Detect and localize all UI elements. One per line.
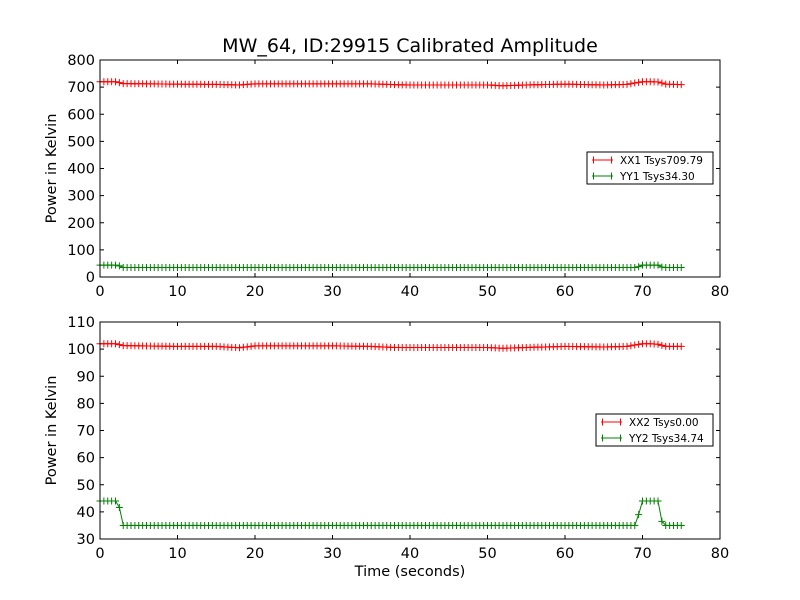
plus-marker (631, 79, 639, 87)
series-xx2 (96, 340, 685, 352)
plus-marker (654, 261, 662, 269)
plus-marker (623, 80, 631, 88)
legend-label: XX1 Tsys709.79 (620, 155, 703, 167)
legend-frame (586, 151, 714, 185)
x-tick-label: 0 (95, 546, 104, 562)
legend-marker (602, 434, 621, 442)
y-tick-label: 50 (77, 478, 95, 494)
figure-title: MW_64, ID:29915 Calibrated Amplitude (222, 35, 598, 57)
y-tick-label: 40 (77, 505, 95, 521)
series-yy2 (96, 497, 685, 529)
y-tick-label: 0 (86, 270, 95, 286)
series-yy1 (96, 261, 685, 272)
plus-marker (115, 341, 123, 349)
legend: XX2 Tsys0.00 YY2 Tsys34.74 (595, 413, 714, 447)
y-tick-label: 100 (67, 342, 95, 358)
plus-marker (654, 340, 662, 348)
plus-marker (677, 81, 685, 89)
y-tick-label: 60 (77, 451, 95, 467)
y-tick-label: 70 (77, 424, 95, 440)
x-tick-label: 70 (633, 546, 651, 562)
y-axis-label: Power in Kelvin (44, 376, 60, 486)
x-tick-label: 60 (556, 284, 574, 300)
plus-marker (658, 341, 666, 349)
x-tick-label: 30 (323, 284, 341, 300)
plus-marker (115, 504, 123, 512)
y-tick-label: 90 (77, 369, 95, 385)
y-tick-label: 30 (77, 532, 95, 548)
plus-marker (635, 78, 643, 86)
x-tick-label: 20 (246, 284, 264, 300)
y-tick-label: 400 (67, 162, 95, 178)
legend-label: YY2 Tsys34.74 (628, 433, 704, 445)
plus-marker (631, 521, 639, 529)
plus-marker (658, 79, 666, 87)
x-tick-label: 0 (95, 284, 104, 300)
plus-marker (677, 264, 685, 272)
plus-marker (627, 80, 635, 88)
y-tick-label: 600 (67, 107, 95, 123)
plus-marker (115, 79, 123, 87)
legend-marker (593, 172, 612, 180)
plus-marker (635, 263, 643, 271)
x-tick-label: 10 (168, 284, 186, 300)
plus-marker (658, 517, 666, 525)
plus-marker (635, 340, 643, 348)
x-tick-label: 40 (401, 546, 419, 562)
legend-label: YY1 Tsys34.30 (619, 171, 695, 183)
top-subplot: 0 10 20 30 40 50 60 70 8001002003004005006007008… (44, 53, 729, 300)
legend-marker (593, 156, 612, 164)
y-tick-label: 700 (67, 80, 95, 96)
plus-marker (677, 342, 685, 350)
plus-marker (631, 341, 639, 349)
y-tick-label: 200 (67, 216, 95, 232)
plus-marker (627, 342, 635, 350)
plus-marker (115, 262, 123, 270)
bottom-subplot: 0 10 20 30 40 50 60 70 80 30 40 50 60 70 80 90 100 110 Pow… (44, 315, 729, 580)
plus-marker (631, 264, 639, 272)
plus-marker (635, 511, 643, 519)
y-tick-label: 800 (67, 53, 95, 69)
x-tick-label: 60 (556, 546, 574, 562)
x-tick-label: 20 (246, 546, 264, 562)
y-tick-label: 300 (67, 189, 95, 205)
plus-marker (112, 261, 119, 269)
x-tick-label: 30 (323, 546, 341, 562)
x-tick-label: 50 (478, 284, 496, 300)
plus-marker (677, 521, 685, 529)
plus-marker (112, 78, 119, 86)
series-line (100, 500, 682, 526)
plus-marker (654, 497, 662, 505)
x-tick-label: 80 (711, 546, 729, 562)
x-tick-label: 40 (401, 284, 419, 300)
x-axis-label: Time (seconds) (354, 564, 466, 580)
legend: XX1 Tsys709.79 YY1 Tsys34.30 (586, 151, 714, 185)
legend-label: XX2 Tsys0.00 (629, 417, 699, 429)
y-tick-label: 110 (67, 315, 95, 331)
legend-frame (595, 413, 714, 447)
y-tick-label: 80 (77, 396, 95, 412)
series-xx1 (96, 78, 685, 90)
x-tick-label: 10 (168, 546, 186, 562)
plus-marker (623, 342, 631, 350)
x-tick-label: 80 (711, 284, 729, 300)
plus-marker (654, 78, 662, 86)
y-axis-label: Power in Kelvin (44, 114, 60, 224)
y-tick-label: 100 (67, 243, 95, 259)
plus-marker (112, 497, 119, 505)
legend-marker (602, 418, 621, 426)
x-tick-label: 50 (478, 546, 496, 562)
y-tick-label: 500 (67, 134, 95, 150)
plus-marker (112, 340, 119, 348)
x-tick-label: 70 (633, 284, 651, 300)
